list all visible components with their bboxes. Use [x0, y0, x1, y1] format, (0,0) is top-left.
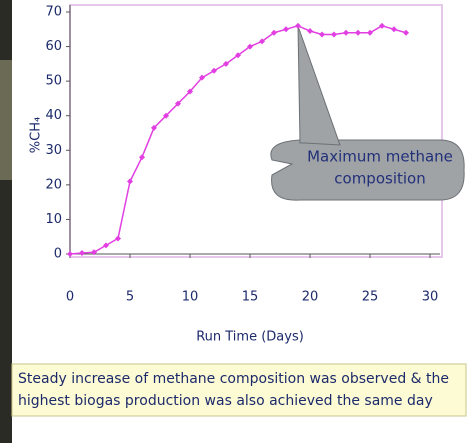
x-tick-label: 20 [302, 290, 319, 305]
x-tick-label: 10 [182, 290, 199, 305]
x-tick-label: 0 [66, 290, 74, 305]
y-tick-label: 40 [45, 108, 62, 123]
photo-strip-detail [0, 60, 12, 180]
y-tick-label: 60 [45, 39, 62, 54]
caption-text: highest biogas production was also achie… [18, 393, 433, 409]
y-tick-label: 20 [45, 177, 62, 192]
plot-area [70, 5, 442, 257]
x-tick-label: 30 [422, 290, 439, 305]
x-tick-label: 15 [242, 290, 259, 305]
slide: %CH₄ Run Time (Days) 0 10 20 30 40 50 60 70 0 5 10… [0, 0, 472, 443]
caption-text: Steady increase of methane composition w… [18, 371, 449, 387]
callout-text: composition [334, 170, 425, 188]
y-tick-label: 70 [45, 5, 62, 20]
x-axis-label: Run Time (Days) [196, 330, 304, 345]
y-tick-label: 0 [54, 247, 62, 262]
y-axis-label: %CH₄ [29, 117, 44, 153]
y-tick-label: 30 [45, 143, 62, 158]
x-tick-label: 25 [362, 290, 379, 305]
y-tick-label: 10 [45, 212, 62, 227]
y-tick-label: 50 [45, 74, 62, 89]
callout-text: Maximum methane [307, 148, 453, 166]
x-tick-label: 5 [126, 290, 134, 305]
